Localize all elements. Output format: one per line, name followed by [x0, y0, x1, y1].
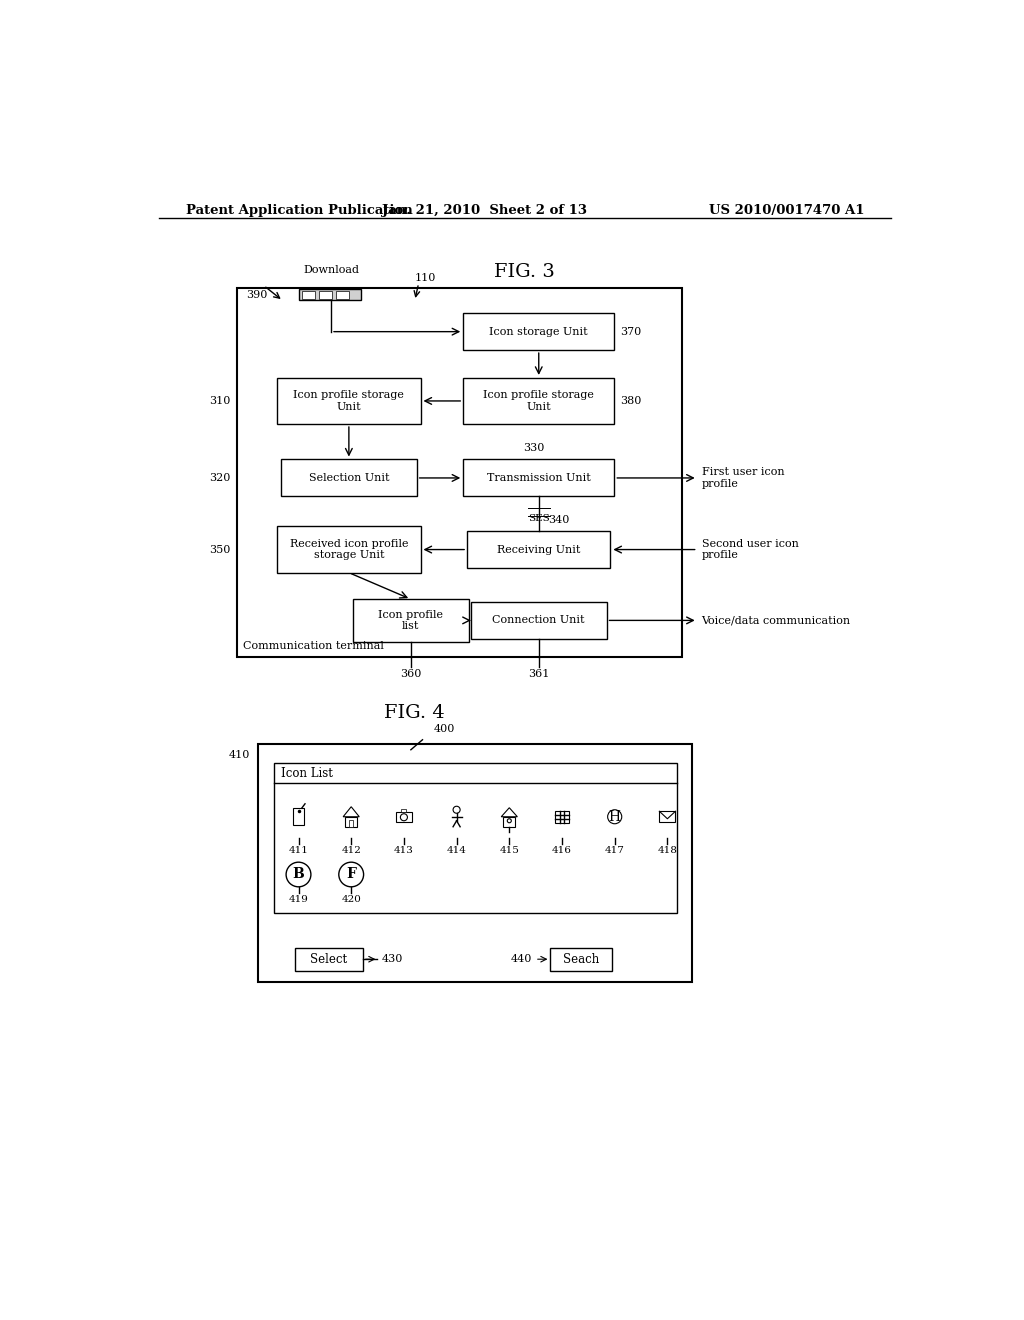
- Text: Receiving Unit: Receiving Unit: [497, 545, 581, 554]
- Bar: [555, 810, 569, 822]
- Text: 413: 413: [394, 846, 414, 855]
- Polygon shape: [501, 808, 517, 817]
- Text: FIG. 4: FIG. 4: [384, 704, 445, 722]
- Text: Icon profile storage
Unit: Icon profile storage Unit: [483, 391, 594, 412]
- Text: Icon storage Unit: Icon storage Unit: [489, 326, 588, 337]
- Text: 330: 330: [523, 444, 545, 453]
- Polygon shape: [343, 807, 359, 817]
- Bar: [337, 290, 349, 298]
- Text: 415: 415: [500, 846, 519, 855]
- Bar: [550, 948, 612, 970]
- Text: Selection Unit: Selection Unit: [308, 473, 389, 483]
- Bar: [273, 763, 677, 913]
- Text: 417: 417: [605, 846, 625, 855]
- Text: Icon profile storage
Unit: Icon profile storage Unit: [294, 391, 404, 412]
- Bar: [659, 812, 676, 822]
- Text: SES: SES: [528, 515, 550, 524]
- Bar: [349, 820, 353, 826]
- Text: Received icon profile
storage Unit: Received icon profile storage Unit: [290, 539, 409, 561]
- Text: 416: 416: [552, 846, 572, 855]
- Bar: [281, 459, 417, 496]
- Text: Communication terminal: Communication terminal: [243, 642, 384, 651]
- Bar: [278, 527, 421, 573]
- Text: Seach: Seach: [563, 953, 599, 966]
- Text: 420: 420: [341, 895, 361, 903]
- Text: Download: Download: [303, 265, 359, 276]
- Text: Patent Application Publication: Patent Application Publication: [186, 205, 413, 218]
- Bar: [278, 378, 421, 424]
- Text: 419: 419: [289, 895, 308, 903]
- Text: Voice/data communication: Voice/data communication: [701, 615, 851, 626]
- Text: Second user icon
profile: Second user icon profile: [701, 539, 799, 561]
- Bar: [299, 289, 360, 300]
- Text: 320: 320: [209, 473, 230, 483]
- Bar: [463, 313, 614, 350]
- Bar: [503, 817, 515, 826]
- Bar: [471, 602, 606, 639]
- Text: 410: 410: [229, 750, 251, 760]
- Bar: [463, 459, 614, 496]
- Text: Select: Select: [310, 953, 347, 966]
- Text: Icon List: Icon List: [282, 767, 334, 780]
- Text: 414: 414: [446, 846, 467, 855]
- Text: 360: 360: [400, 669, 422, 678]
- Bar: [352, 599, 469, 642]
- Text: 350: 350: [209, 545, 230, 554]
- Text: First user icon
profile: First user icon profile: [701, 467, 784, 488]
- Text: Icon profile
list: Icon profile list: [379, 610, 443, 631]
- Bar: [396, 812, 412, 822]
- Text: H: H: [608, 809, 621, 824]
- Bar: [258, 743, 692, 982]
- Text: Jan. 21, 2010  Sheet 2 of 13: Jan. 21, 2010 Sheet 2 of 13: [382, 205, 587, 218]
- Text: 390: 390: [246, 290, 267, 301]
- Text: F: F: [346, 867, 356, 882]
- Text: 412: 412: [341, 846, 361, 855]
- Bar: [467, 531, 610, 568]
- Bar: [302, 290, 314, 298]
- Bar: [293, 808, 304, 825]
- Text: 370: 370: [621, 326, 642, 337]
- Text: 361: 361: [528, 669, 550, 678]
- Text: 310: 310: [209, 396, 230, 407]
- Bar: [319, 290, 332, 298]
- Text: Connection Unit: Connection Unit: [493, 615, 585, 626]
- Bar: [463, 378, 614, 424]
- Text: 340: 340: [548, 515, 569, 525]
- Text: US 2010/0017470 A1: US 2010/0017470 A1: [709, 205, 864, 218]
- Text: 440: 440: [510, 954, 531, 964]
- Bar: [345, 817, 357, 826]
- Text: Transmission Unit: Transmission Unit: [486, 473, 591, 483]
- Text: 110: 110: [415, 273, 436, 282]
- Text: 430: 430: [381, 954, 402, 964]
- Bar: [295, 948, 362, 970]
- Text: B: B: [293, 867, 304, 882]
- Bar: [401, 809, 407, 812]
- Text: 400: 400: [434, 725, 456, 734]
- Text: 411: 411: [289, 846, 308, 855]
- Text: 418: 418: [657, 846, 677, 855]
- Bar: [237, 288, 682, 657]
- Text: FIG. 3: FIG. 3: [495, 264, 555, 281]
- Text: 380: 380: [621, 396, 642, 407]
